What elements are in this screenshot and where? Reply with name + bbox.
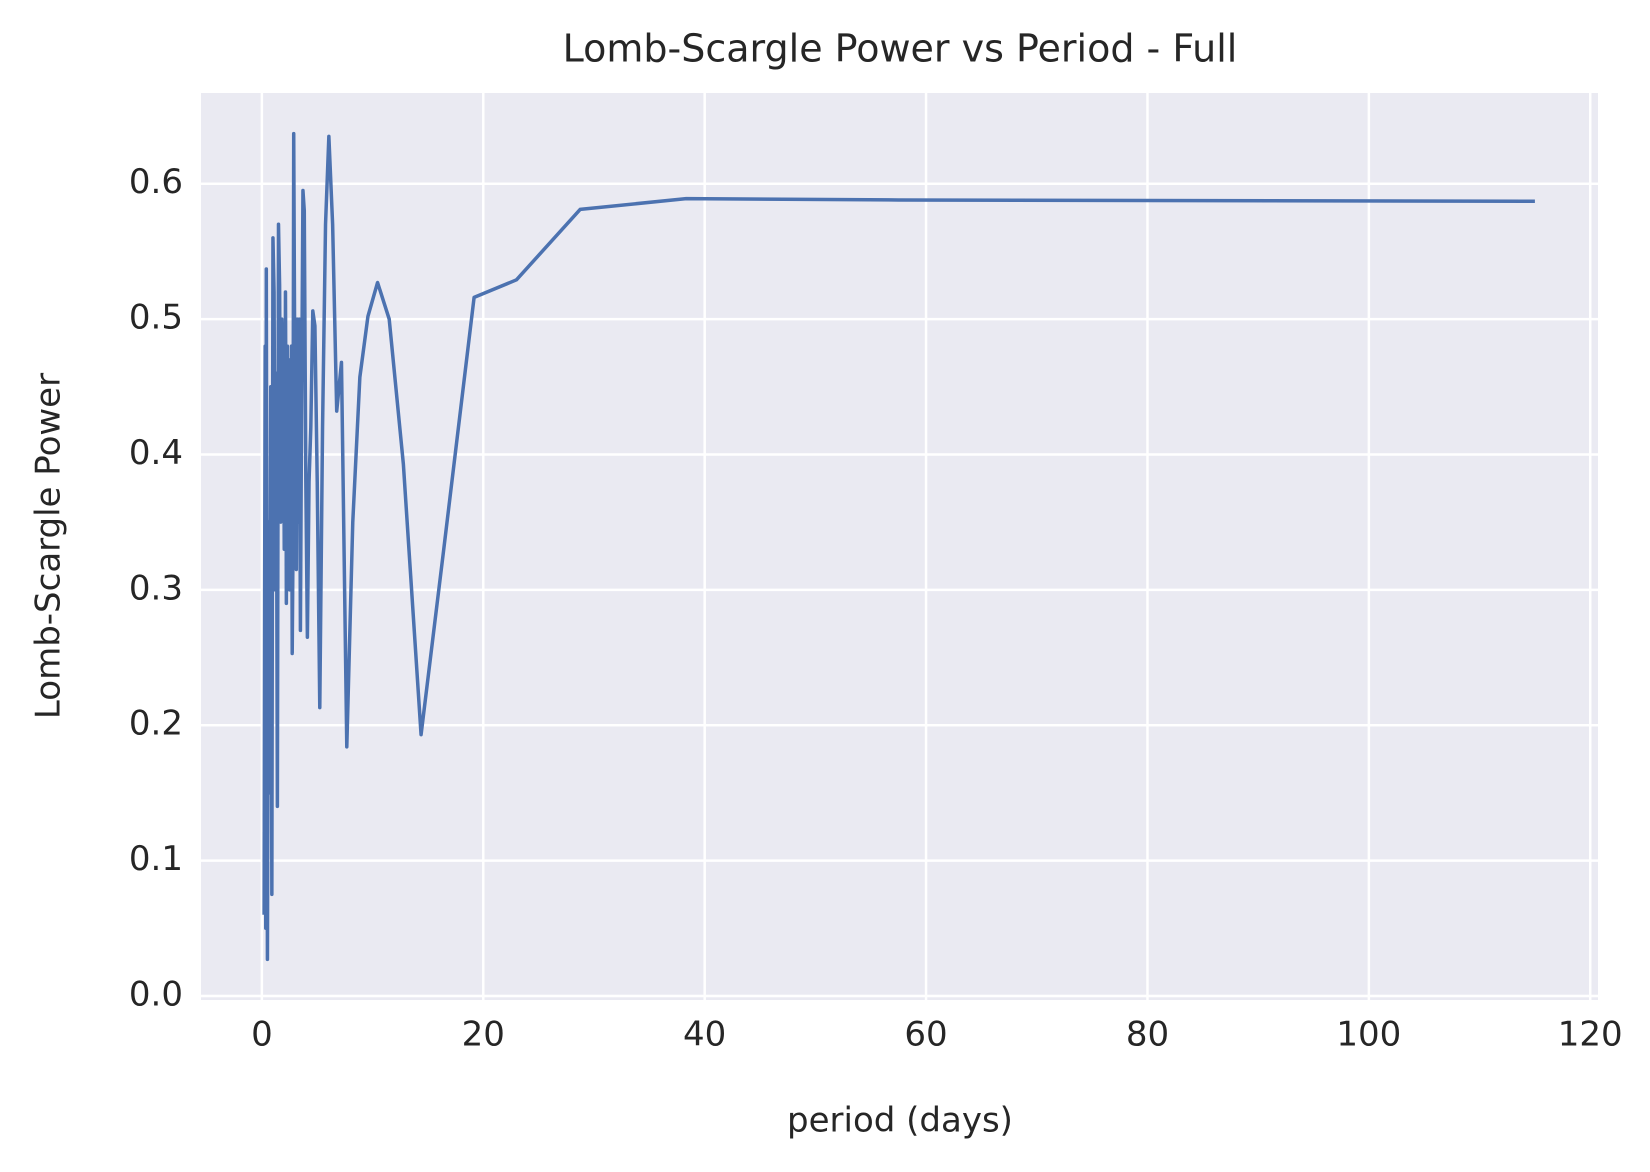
y-tick-label: 0.2 <box>129 704 183 744</box>
grid <box>201 93 1598 1000</box>
marks <box>262 131 1535 962</box>
y-axis-label: Lomb-Scargle Power <box>29 373 69 719</box>
y-tick-label: 0.4 <box>129 433 183 473</box>
y-tick-label: 0.0 <box>129 974 183 1014</box>
y-tick-label: 0.3 <box>129 568 183 608</box>
data-line <box>262 131 1535 962</box>
y-tick-label: 0.1 <box>129 839 183 879</box>
y-tick-label: 0.6 <box>129 162 183 202</box>
x-tick-label: 60 <box>904 1015 947 1055</box>
chart-title: Lomb-Scargle Power vs Period - Full <box>563 27 1238 71</box>
x-axis-label: period (days) <box>787 1101 1013 1141</box>
x-tick-label: 120 <box>1558 1015 1623 1055</box>
x-tick-label: 100 <box>1336 1015 1401 1055</box>
y-tick-label: 0.5 <box>129 298 183 338</box>
x-tick-label: 40 <box>683 1015 726 1055</box>
x-tick-label: 20 <box>462 1015 505 1055</box>
x-tick-label: 80 <box>1126 1015 1169 1055</box>
x-tick-label: 0 <box>251 1015 273 1055</box>
plot-area <box>201 93 1598 1000</box>
